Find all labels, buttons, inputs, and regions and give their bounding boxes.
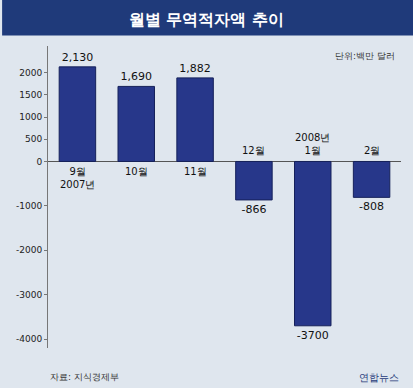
svg-text:12월: 12월 <box>242 145 265 156</box>
svg-text:-3700: -3700 <box>297 329 329 342</box>
svg-text:1,690: 1,690 <box>121 70 153 83</box>
svg-text:1,882: 1,882 <box>179 62 211 75</box>
svg-text:-2000: -2000 <box>16 245 42 255</box>
svg-text:-3000: -3000 <box>16 290 42 300</box>
svg-text:-808: -808 <box>359 200 384 213</box>
svg-text:1500: 1500 <box>19 90 42 100</box>
svg-text:500: 500 <box>25 134 42 144</box>
svg-text:-1000: -1000 <box>16 201 42 211</box>
svg-text:자료: 지식경제부: 자료: 지식경제부 <box>50 372 119 382</box>
svg-text:2000: 2000 <box>19 68 42 78</box>
svg-text:-4000: -4000 <box>16 334 42 344</box>
svg-text:-866: -866 <box>241 203 266 216</box>
svg-text:1000: 1000 <box>19 112 42 122</box>
svg-text:2,130: 2,130 <box>62 51 94 64</box>
svg-text:11월: 11월 <box>184 166 207 177</box>
svg-text:0: 0 <box>36 157 42 167</box>
svg-text:연합뉴스: 연합뉴스 <box>359 372 399 383</box>
svg-text:2008년1월: 2008년1월 <box>295 132 330 156</box>
svg-text:10월: 10월 <box>125 166 148 177</box>
svg-text:2월: 2월 <box>364 145 380 156</box>
svg-text:단위:백만 달러: 단위:백만 달러 <box>335 51 395 61</box>
svg-text:월별 무역적자액 추이: 월별 무역적자액 추이 <box>129 10 284 29</box>
svg-text:9월2007년: 9월2007년 <box>60 166 95 190</box>
